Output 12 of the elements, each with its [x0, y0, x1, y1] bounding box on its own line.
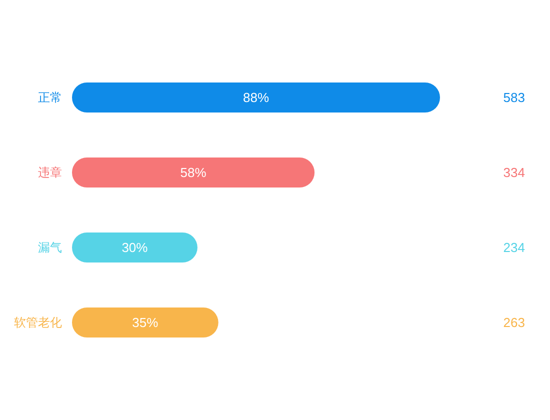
value-label: 35%	[132, 315, 158, 330]
annotation: 583	[503, 90, 525, 105]
category-label: 正常	[38, 90, 62, 104]
category-label: 违章	[38, 166, 62, 180]
annotation: 334	[503, 165, 525, 180]
category-label: 软管老化	[14, 316, 62, 330]
annotation: 263	[503, 315, 525, 330]
value-label: 58%	[180, 165, 206, 180]
value-label: 30%	[122, 240, 148, 255]
annotation: 234	[503, 240, 525, 255]
category-label: 漏气	[38, 240, 62, 254]
value-label: 88%	[242, 90, 270, 105]
